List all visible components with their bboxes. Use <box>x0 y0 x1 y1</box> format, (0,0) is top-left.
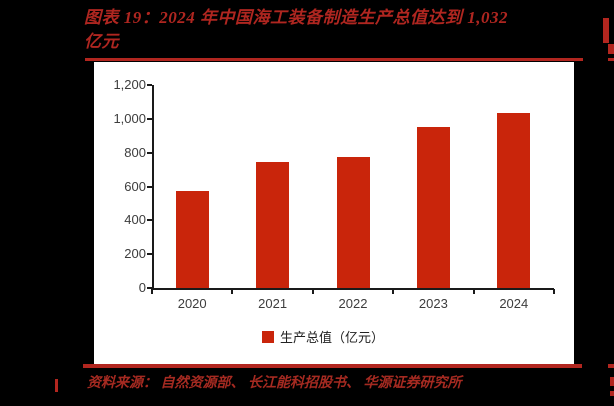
y-tick-200 <box>147 253 152 256</box>
x-tick-3 <box>392 289 395 294</box>
chart-legend: 生产总值（亿元） <box>262 327 384 346</box>
chart-title: 图表 19：2024 年中国海工装备制造生产总值达到 1,032 亿元 <box>84 6 590 54</box>
chart-panel: 0 200 400 600 800 1,000 1,200 2020 2021 2022 2023 2… <box>94 62 574 364</box>
x-label-2024: 2024 <box>499 296 529 311</box>
x-tick-0 <box>151 289 153 294</box>
x-axis-line <box>152 288 554 290</box>
x-label-2021: 2021 <box>258 296 288 311</box>
x-label-2022: 2022 <box>338 296 368 311</box>
title-underline-rule <box>85 58 583 61</box>
chart-title-line1: 图表 19：2024 年中国海工装备制造生产总值达到 1,032 <box>84 8 508 27</box>
cropped-neighbor-title-fragment <box>603 18 609 43</box>
bar-2022 <box>336 156 370 288</box>
cropped-neighbor-source-fragment <box>610 377 614 386</box>
bar-2023 <box>416 127 450 288</box>
cropped-neighbor-rule-fragment <box>608 364 614 368</box>
y-tick-600 <box>147 185 152 188</box>
legend-label: 生产总值（亿元） <box>280 330 385 345</box>
x-tick-2 <box>311 289 314 294</box>
y-axis-line <box>152 85 154 289</box>
bar-2024 <box>497 113 531 288</box>
cropped-left-text-fragment <box>55 379 58 392</box>
y-tick-label-1,000: 1,000 <box>113 110 146 126</box>
y-tick-1,200 <box>147 84 152 86</box>
x-tick-5 <box>553 289 555 294</box>
cropped-neighbor-title-fragment-2 <box>608 44 614 54</box>
cropped-neighbor-source-fragment-2 <box>610 391 614 396</box>
y-tick-1,000 <box>147 117 152 120</box>
bar-2020 <box>175 190 209 288</box>
y-tick-800 <box>147 151 152 154</box>
footer-rule <box>83 364 582 368</box>
y-tick-400 <box>147 219 152 222</box>
y-tick-label-800: 800 <box>124 144 146 160</box>
x-label-2020: 2020 <box>177 296 207 311</box>
source-line: 资料来源： 自然资源部、 长江能科招股书、 华源证券研究所 <box>87 376 462 391</box>
y-tick-label-600: 600 <box>124 178 146 194</box>
legend-swatch-icon <box>262 330 274 343</box>
chart-title-line2: 亿元 <box>84 32 119 51</box>
cropped-neighbor-underline-fragment <box>608 58 614 61</box>
x-tick-4 <box>472 289 475 294</box>
y-tick-label-0: 0 <box>138 280 146 295</box>
y-tick-label-400: 400 <box>124 212 146 228</box>
x-label-2023: 2023 <box>418 296 448 311</box>
x-tick-1 <box>231 289 234 294</box>
y-tick-label-200: 200 <box>124 246 146 262</box>
y-tick-label-1,200: 1,200 <box>113 77 146 92</box>
bar-2021 <box>256 161 290 288</box>
y-tick-0 <box>147 287 152 289</box>
